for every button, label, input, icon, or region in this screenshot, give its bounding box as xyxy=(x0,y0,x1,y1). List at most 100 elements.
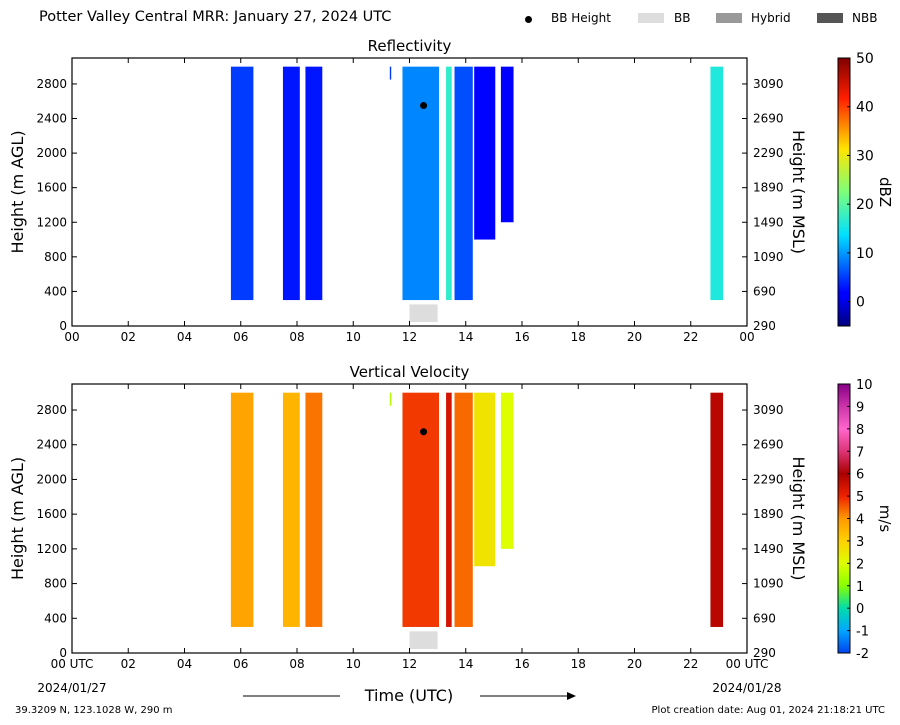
precip-column xyxy=(389,66,392,80)
x-tick-label: 02 xyxy=(121,657,136,671)
precip-column xyxy=(454,66,473,301)
y-tick-right-label: 1090 xyxy=(753,250,784,264)
precip-column xyxy=(402,392,440,627)
colorbar-tick-label: 0 xyxy=(856,602,864,617)
y-tick-label: 2400 xyxy=(36,438,67,452)
x-tick-label: 10 xyxy=(346,657,361,671)
x-tick-label: 20 xyxy=(627,330,642,344)
y-axis-right-label: Height (m MSL) xyxy=(789,456,808,580)
colorbar-tick-label: 20 xyxy=(856,197,874,213)
precip-column xyxy=(500,66,514,223)
colorbar-tick-label: -2 xyxy=(856,647,869,662)
x-tick-label: 22 xyxy=(683,330,698,344)
precip-column xyxy=(446,66,452,301)
precip-column xyxy=(474,392,496,567)
x-tick-label: 14 xyxy=(458,330,473,344)
x-tick-label: 20 xyxy=(627,657,642,671)
legend-label-bb-height: BB Height xyxy=(551,11,611,25)
x-tick-label: 00 xyxy=(64,330,79,344)
bb-swatch-icon xyxy=(638,13,664,23)
y-tick-label: 1600 xyxy=(36,507,67,521)
colorbar-tick-label: 8 xyxy=(856,423,864,438)
precip-column xyxy=(230,66,254,301)
y-tick-label: 0 xyxy=(59,646,67,660)
precip-column xyxy=(710,392,724,627)
precip-column xyxy=(446,392,452,627)
y-tick-right-label: 2690 xyxy=(753,112,784,126)
creation-date-text: Plot creation date: Aug 01, 2024 21:18:2… xyxy=(651,705,885,716)
precip-column xyxy=(305,66,323,301)
colorbar-tick-label: 10 xyxy=(856,378,873,393)
y-tick-right-label: 1490 xyxy=(753,542,784,556)
legend-label-nbb: NBB xyxy=(852,11,878,25)
colorbar-tick-label: 30 xyxy=(856,148,874,164)
bright-band-height-marker xyxy=(420,102,428,110)
arrow-right-icon xyxy=(567,692,576,700)
y-tick-label: 400 xyxy=(44,284,67,298)
colorbar-tick-label: 6 xyxy=(856,468,864,483)
y-tick-label: 2000 xyxy=(36,146,67,160)
colorbar-tick-label: 7 xyxy=(856,445,864,460)
y-tick-label: 2800 xyxy=(36,77,67,91)
x-tick-label: 22 xyxy=(683,657,698,671)
colorbar-label: m/s xyxy=(876,505,894,533)
y-tick-label: 2000 xyxy=(36,472,67,486)
x-axis-label: Time (UTC) xyxy=(364,686,453,705)
colorbar-tick-label: 4 xyxy=(856,513,864,528)
bb-height-dot-icon xyxy=(525,16,532,23)
y-tick-label: 1200 xyxy=(36,542,67,556)
y-tick-label: 800 xyxy=(44,250,67,264)
precip-column xyxy=(282,66,300,301)
x-tick-label: 16 xyxy=(514,330,529,344)
y-tick-right-label: 2290 xyxy=(753,472,784,486)
colorbar-label: dBZ xyxy=(876,177,894,207)
y-tick-right-label: 3090 xyxy=(753,403,784,417)
precip-column xyxy=(710,66,724,301)
colorbar-tick-label: 0 xyxy=(856,295,865,311)
precip-column xyxy=(305,392,323,627)
x-tick-label: 00 UTC xyxy=(51,657,94,671)
colorbar-tick-label: 9 xyxy=(856,400,864,415)
y-tick-label: 2400 xyxy=(36,112,67,126)
colorbar-tick-label: 3 xyxy=(856,535,864,550)
x-tick-label: 10 xyxy=(346,330,361,344)
figure-title: Potter Valley Central MRR: January 27, 2… xyxy=(39,9,392,25)
y-tick-right-label: 1090 xyxy=(753,577,784,591)
y-tick-label: 400 xyxy=(44,611,67,625)
y-tick-right-label: 290 xyxy=(753,646,776,660)
y-tick-label: 2800 xyxy=(36,403,67,417)
x-tick-label: 16 xyxy=(514,657,529,671)
y-axis-right-label: Height (m MSL) xyxy=(789,130,808,254)
colorbar-tick-label: 10 xyxy=(856,246,874,262)
y-tick-label: 0 xyxy=(59,319,67,333)
nbb-swatch-icon xyxy=(817,13,843,23)
y-tick-right-label: 2690 xyxy=(753,438,784,452)
y-tick-right-label: 1490 xyxy=(753,215,784,229)
precip-column xyxy=(230,392,254,627)
y-tick-right-label: 1890 xyxy=(753,507,784,521)
colorbar-tick-label: 5 xyxy=(856,490,864,505)
bright-band-height-marker xyxy=(420,428,428,436)
x-tick-label: 12 xyxy=(402,657,417,671)
x-tick-label: 06 xyxy=(233,657,248,671)
legend-label-hybrid: Hybrid xyxy=(751,11,791,25)
x-tick-label: 12 xyxy=(402,330,417,344)
precip-column xyxy=(389,392,392,406)
legend-label-bb: BB xyxy=(674,11,691,25)
y-axis-label: Height (m AGL) xyxy=(8,130,27,253)
x-tick-label: 14 xyxy=(458,657,473,671)
colorbar-tick-label: 2 xyxy=(856,557,864,572)
y-tick-right-label: 1890 xyxy=(753,181,784,195)
colorbar-tick-label: -1 xyxy=(856,625,869,640)
precip-column xyxy=(474,66,496,240)
y-tick-right-label: 3090 xyxy=(753,77,784,91)
bright-band-bar xyxy=(409,304,438,322)
colorbar-tick-label: 50 xyxy=(856,51,874,67)
x-tick-label: 00 UTC xyxy=(726,657,769,671)
y-tick-label: 1600 xyxy=(36,181,67,195)
x-date-right: 2024/01/28 xyxy=(712,681,781,695)
panel-title: Reflectivity xyxy=(368,37,452,55)
bright-band-bar xyxy=(409,631,438,649)
